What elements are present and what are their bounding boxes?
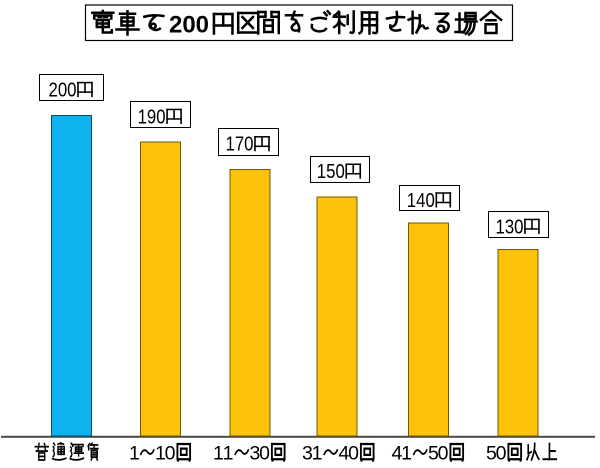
svg-text:170: 170 bbox=[226, 133, 254, 156]
svg-text:200: 200 bbox=[49, 79, 77, 102]
svg-text:11: 11 bbox=[213, 443, 234, 465]
svg-text:130: 130 bbox=[496, 215, 524, 238]
svg-text:50: 50 bbox=[428, 443, 449, 465]
svg-text:140: 140 bbox=[407, 189, 435, 212]
svg-text:41: 41 bbox=[392, 443, 413, 465]
svg-text:31: 31 bbox=[302, 443, 323, 465]
svg-text:10: 10 bbox=[155, 443, 176, 465]
svg-text:40: 40 bbox=[339, 443, 360, 465]
svg-text:30: 30 bbox=[250, 443, 271, 465]
svg-text:200: 200 bbox=[169, 11, 209, 38]
svg-text:150: 150 bbox=[317, 160, 345, 183]
svg-text:50: 50 bbox=[486, 443, 507, 465]
svg-text:190: 190 bbox=[138, 105, 166, 128]
svg-text:1: 1 bbox=[129, 443, 140, 465]
